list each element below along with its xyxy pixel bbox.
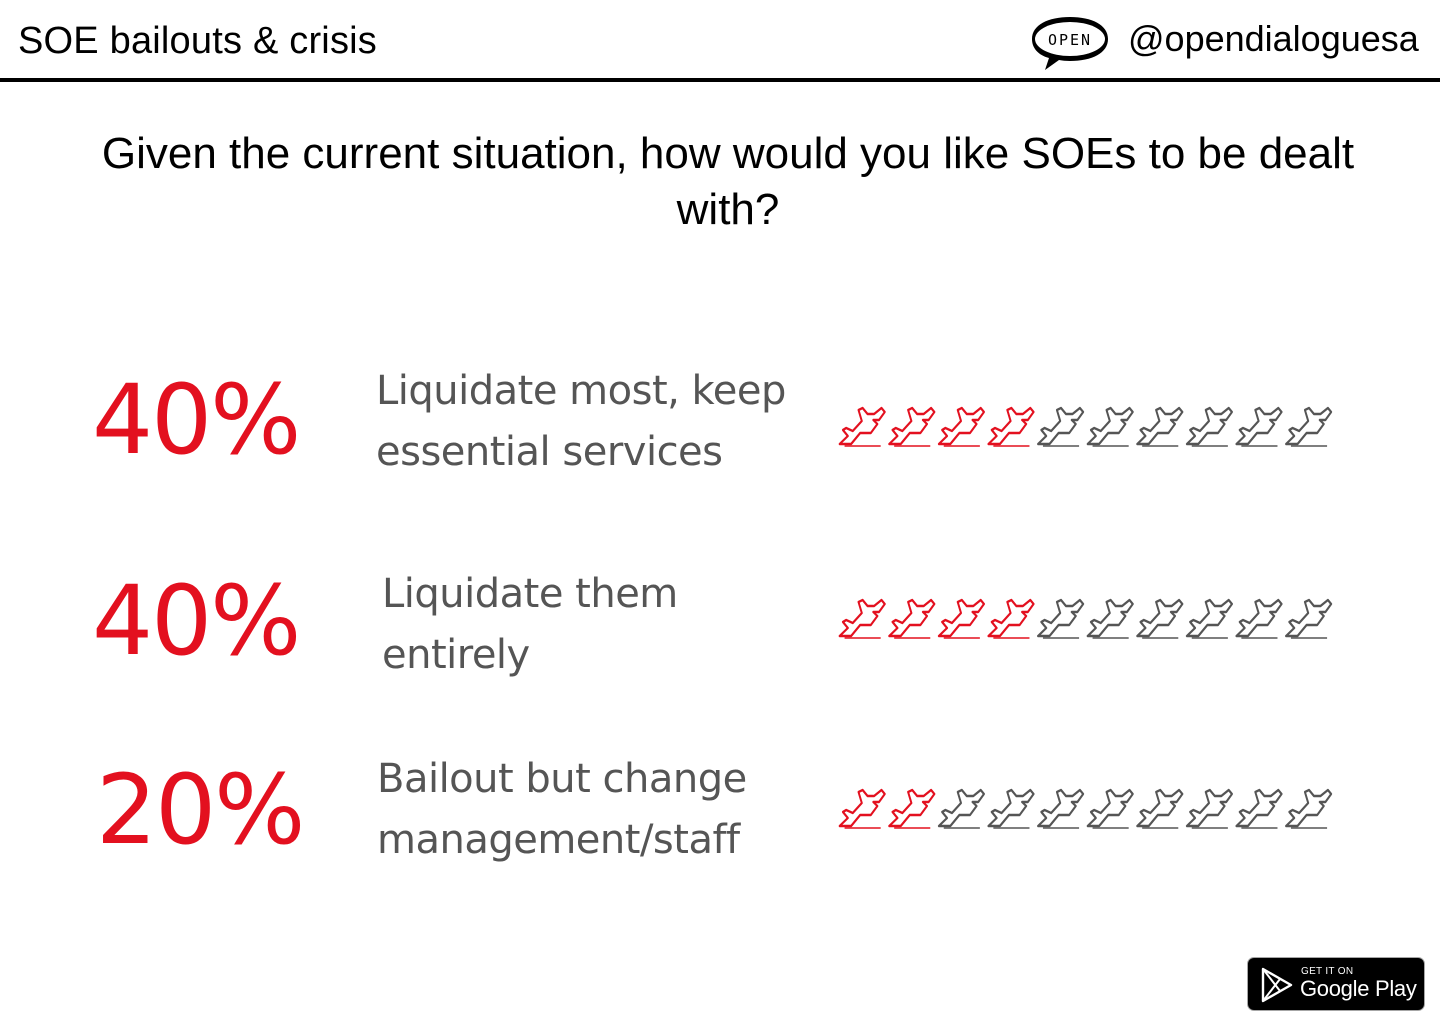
row-3-label-line-1: Bailout but change	[377, 756, 747, 802]
badge-small-text: GET IT ON	[1301, 966, 1354, 977]
row-3-label-line-2: management/staff	[377, 817, 740, 863]
airplane-icon-empty	[1136, 406, 1184, 447]
page-title: SOE bailouts & crisis	[18, 20, 377, 62]
row-3-pictogram	[838, 788, 1333, 829]
airplane-icon-empty	[1037, 788, 1085, 829]
row-1-pictogram	[838, 406, 1333, 447]
row-2-pictogram	[838, 598, 1333, 639]
airplane-icon-empty	[1185, 406, 1233, 447]
airplane-icon-empty	[1235, 788, 1283, 829]
airplane-icon-empty	[1086, 788, 1134, 829]
row-1-label-line-1: Liquidate most, keep	[376, 368, 786, 414]
row-1-label: Liquidate most, keep essential services	[376, 361, 786, 483]
row-2-label: Liquidate them entirely	[382, 564, 678, 686]
airplane-icon-filled	[888, 598, 936, 639]
social-handle[interactable]: @opendialoguesa	[1128, 18, 1419, 59]
airplane-icon-filled	[838, 788, 886, 829]
airplane-icon-empty	[1185, 788, 1233, 829]
airplane-icon-filled	[937, 598, 985, 639]
airplane-icon-empty	[1086, 406, 1134, 447]
airplane-icon-filled	[888, 788, 936, 829]
survey-question: Given the current situation, how would y…	[101, 129, 1355, 234]
airplane-icon-empty	[1235, 598, 1283, 639]
airplane-icon-empty	[1285, 406, 1333, 447]
airplane-icon-filled	[838, 598, 886, 639]
google-play-badge[interactable]: GET IT ON Google Play	[1247, 957, 1425, 1011]
row-3-label: Bailout but change management/staff	[377, 749, 747, 871]
airplane-icon-empty	[987, 788, 1035, 829]
airplane-icon-filled	[838, 406, 886, 447]
row-3-percent: 20%	[96, 754, 305, 866]
airplane-icon-filled	[987, 406, 1035, 447]
airplane-icon-empty	[937, 788, 985, 829]
row-2-label-line-1: Liquidate them	[382, 571, 678, 617]
open-logo: OPEN	[1032, 17, 1108, 70]
row-2-percent: 40%	[92, 565, 301, 677]
header-bar: SOE bailouts & crisis OPEN @opendialogue…	[0, 0, 1440, 82]
airplane-icon-empty	[1136, 598, 1184, 639]
play-store-icon	[1261, 967, 1293, 1003]
airplane-icon-empty	[1185, 598, 1233, 639]
airplane-icon-empty	[1285, 788, 1333, 829]
row-1-label-line-2: essential services	[376, 429, 723, 475]
row-2-label-line-2: entirely	[382, 632, 530, 678]
airplane-icon-empty	[1086, 598, 1134, 639]
badge-big-text: Google Play	[1300, 976, 1417, 1001]
row-1-percent: 40%	[92, 364, 301, 476]
airplane-icon-empty	[1136, 788, 1184, 829]
airplane-icon-filled	[937, 406, 985, 447]
airplane-icon-filled	[888, 406, 936, 447]
airplane-icon-empty	[1235, 406, 1283, 447]
airplane-icon-filled	[987, 598, 1035, 639]
airplane-icon-empty	[1037, 598, 1085, 639]
logo-text: OPEN	[1048, 31, 1092, 49]
airplane-icon-empty	[1037, 406, 1085, 447]
airplane-icon-empty	[1285, 598, 1333, 639]
